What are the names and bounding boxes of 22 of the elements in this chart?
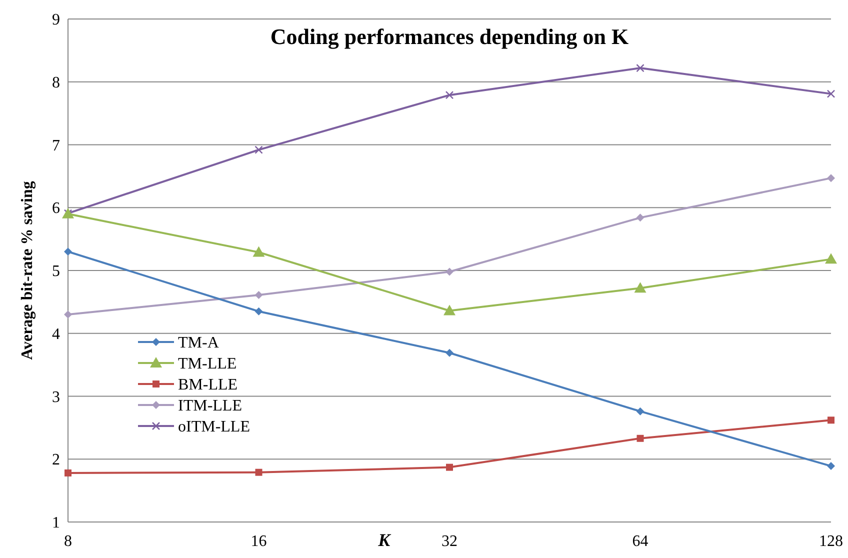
x-tick-label: 64 [632,533,648,550]
y-axis-title: Average bit-rate % saving [19,181,36,360]
y-tick-label: 5 [52,263,60,280]
x-tick-label: 32 [442,533,458,550]
y-tick-label: 6 [52,200,60,218]
x-tick-label: 8 [64,533,72,550]
x-tick-label: 16 [250,533,267,550]
y-tick-label: 2 [52,452,60,469]
x-axis-title: K [377,530,392,550]
legend-label: oITM-LLE [178,418,250,436]
legend-label: TM-LLE [178,356,237,373]
y-tick-label: 7 [52,137,60,154]
legend-label: BM-LLE [178,376,238,394]
legend-label: ITM-LLE [178,398,242,415]
y-tick-label: 8 [52,74,60,92]
y-tick-label: 1 [52,514,60,532]
y-tick-label: 3 [52,388,60,406]
chart-title: Coding performances depending on K [270,24,629,49]
y-tick-label: 9 [52,12,60,29]
y-tick-label: 4 [52,326,60,343]
legend-label: TM-A [178,334,220,352]
x-tick-label: 128 [819,533,843,550]
